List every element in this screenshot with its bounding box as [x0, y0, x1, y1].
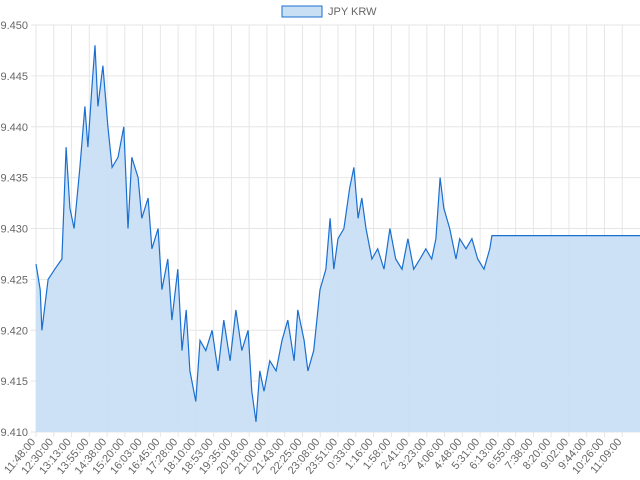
legend-swatch	[281, 5, 323, 18]
y-tick-label: 9.450	[0, 20, 28, 32]
legend[interactable]: JPY KRW	[281, 5, 377, 18]
y-tick-label: 9.410	[0, 427, 28, 439]
y-tick-label: 9.415	[0, 376, 28, 388]
y-tick-label: 9.435	[0, 173, 28, 185]
x-axis: 11:48:0012:30:0013:13:0013:55:0014:38:00…	[2, 436, 624, 477]
series-line-jpy-krw	[35, 45, 640, 422]
series-area-fill	[36, 45, 640, 433]
y-axis: 9.410 9.415 9.420 9.425 9.430 9.435 9.440 9.445…	[0, 20, 28, 439]
y-tick-label: 9.440	[0, 122, 28, 134]
y-tick-label: 9.430	[0, 224, 28, 236]
y-tick-label: 9.420	[0, 325, 28, 337]
y-tick-label: 9.425	[0, 274, 28, 286]
legend-label: JPY KRW	[328, 6, 377, 18]
y-tick-label: 9.445	[0, 71, 28, 83]
series	[35, 45, 640, 433]
